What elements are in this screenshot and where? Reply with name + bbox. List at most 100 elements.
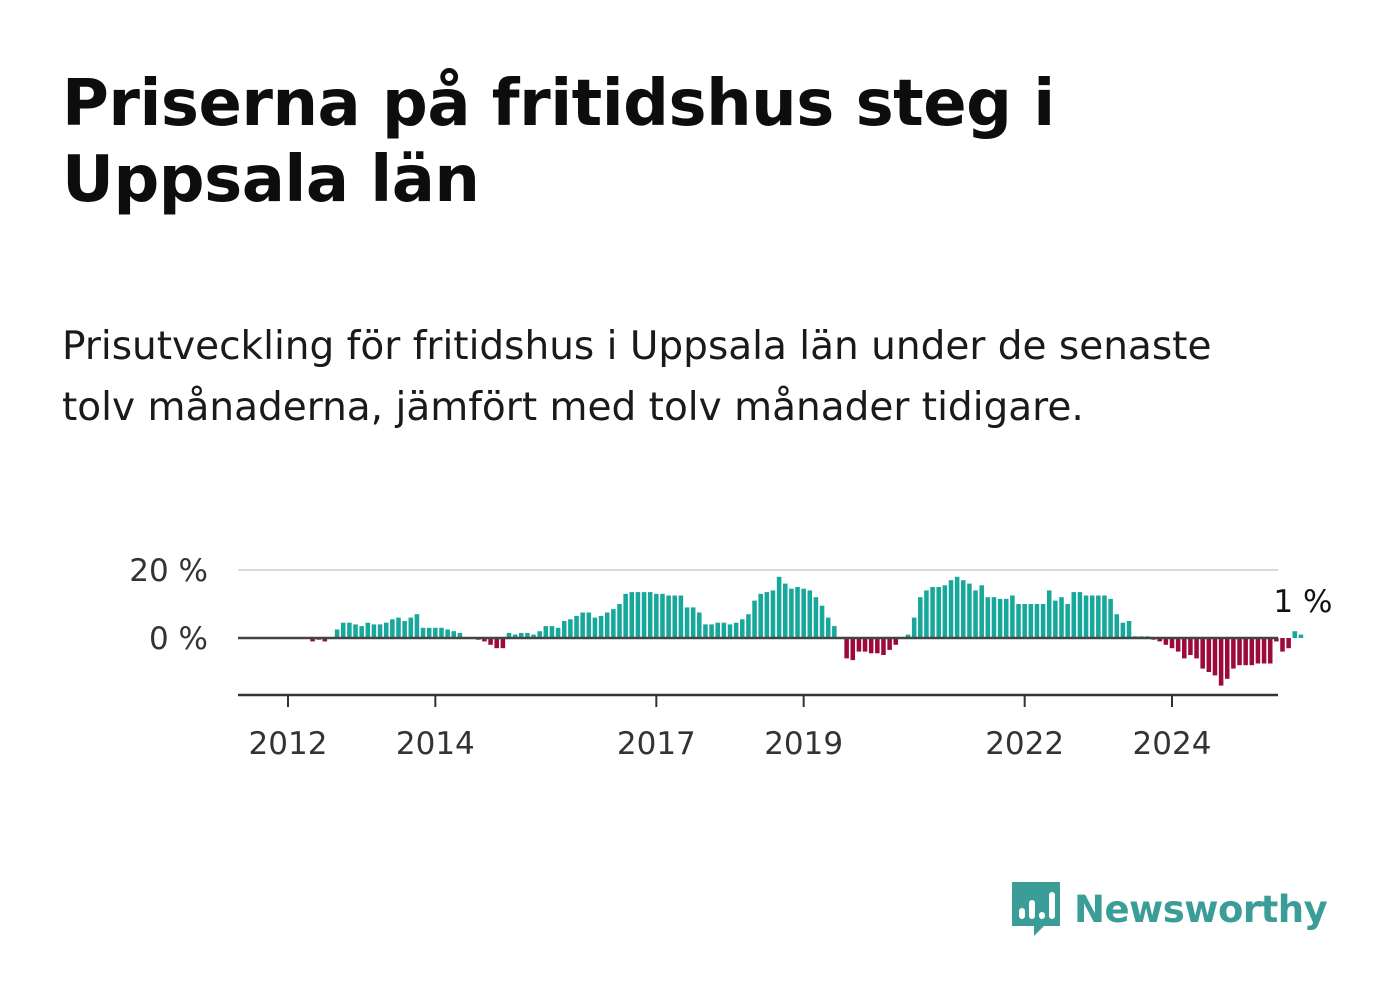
bar bbox=[660, 593, 665, 638]
bar bbox=[954, 576, 960, 638]
bar bbox=[383, 622, 389, 638]
bar bbox=[936, 587, 941, 638]
chart-title: Priserna på fritidshus steg i Uppsala lä… bbox=[62, 67, 1055, 217]
bar bbox=[1028, 604, 1034, 638]
bar bbox=[1163, 638, 1169, 645]
bar bbox=[1065, 604, 1070, 638]
bar bbox=[396, 617, 401, 638]
bar bbox=[789, 588, 794, 638]
bar bbox=[402, 621, 407, 638]
bar bbox=[770, 590, 776, 638]
bar bbox=[457, 632, 463, 638]
bar bbox=[715, 622, 720, 638]
bar bbox=[1046, 590, 1052, 638]
bar bbox=[1126, 621, 1132, 638]
bar bbox=[1003, 598, 1009, 638]
bar bbox=[1157, 638, 1162, 642]
bar bbox=[1059, 597, 1064, 638]
bar bbox=[832, 626, 837, 638]
bar bbox=[678, 595, 684, 638]
bar bbox=[1218, 638, 1224, 686]
bar bbox=[654, 593, 659, 638]
bar bbox=[807, 590, 813, 638]
bar bbox=[500, 638, 506, 649]
bar bbox=[531, 634, 536, 638]
bar bbox=[819, 605, 825, 638]
bar bbox=[611, 609, 616, 638]
bar bbox=[875, 638, 880, 654]
bar bbox=[629, 592, 635, 638]
bar bbox=[844, 638, 849, 659]
bar bbox=[997, 598, 1003, 638]
bar bbox=[1286, 638, 1291, 649]
bar bbox=[1206, 638, 1212, 672]
bar bbox=[684, 607, 690, 638]
bar bbox=[322, 638, 328, 642]
bar bbox=[641, 592, 647, 638]
bar bbox=[740, 619, 745, 638]
bar bbox=[930, 587, 935, 638]
bar bbox=[1096, 595, 1101, 638]
bar bbox=[776, 576, 782, 638]
bar bbox=[672, 595, 678, 638]
bar bbox=[555, 627, 561, 638]
bar bbox=[390, 619, 395, 638]
bar bbox=[868, 638, 874, 654]
bar bbox=[1077, 592, 1083, 638]
bar bbox=[752, 600, 757, 638]
bar bbox=[1108, 598, 1113, 638]
bar bbox=[1261, 638, 1267, 664]
bar bbox=[1243, 638, 1248, 666]
bar bbox=[1292, 631, 1298, 638]
bar bbox=[887, 638, 892, 650]
bar bbox=[537, 631, 542, 638]
bar bbox=[721, 622, 727, 638]
bar bbox=[1034, 604, 1040, 638]
bar bbox=[377, 624, 383, 638]
bar bbox=[690, 607, 696, 638]
bar bbox=[825, 617, 831, 638]
bars-layer bbox=[310, 576, 1304, 686]
bar bbox=[1231, 638, 1236, 669]
bar bbox=[973, 590, 978, 638]
x-tick-label: 2017 bbox=[617, 726, 696, 762]
x-tick-label: 2024 bbox=[1133, 726, 1212, 762]
bar bbox=[1200, 638, 1205, 669]
bar bbox=[985, 597, 991, 638]
bar bbox=[310, 638, 315, 642]
bar bbox=[451, 631, 457, 638]
bar bbox=[1237, 638, 1242, 666]
bar bbox=[1089, 595, 1095, 638]
bar bbox=[561, 621, 567, 638]
bar bbox=[568, 619, 573, 638]
bar bbox=[733, 622, 739, 638]
bar bbox=[1120, 622, 1126, 638]
bar bbox=[482, 638, 487, 642]
bar bbox=[1249, 638, 1255, 666]
last-value-label: 1 % bbox=[1273, 584, 1332, 620]
bar bbox=[414, 614, 420, 638]
bar bbox=[1298, 634, 1304, 638]
bar bbox=[488, 638, 493, 645]
y-tick-label: 20 % bbox=[129, 553, 208, 589]
bar bbox=[856, 638, 862, 652]
chart-subtitle: Prisutveckling för fritidshus i Uppsala … bbox=[62, 324, 1212, 430]
bar bbox=[586, 612, 592, 638]
bar bbox=[494, 638, 499, 649]
bar bbox=[1053, 600, 1058, 638]
bar bbox=[746, 614, 751, 638]
bar bbox=[519, 632, 524, 638]
bar bbox=[697, 612, 702, 638]
bar bbox=[574, 615, 579, 638]
bar bbox=[359, 626, 364, 638]
bar bbox=[948, 580, 954, 638]
bar bbox=[420, 627, 426, 638]
bar bbox=[1010, 595, 1015, 638]
bar bbox=[334, 629, 340, 638]
bar bbox=[371, 624, 377, 638]
bar bbox=[911, 617, 917, 638]
bar bbox=[512, 634, 518, 638]
bar bbox=[347, 622, 352, 638]
bar bbox=[666, 595, 671, 638]
bar bbox=[918, 597, 923, 638]
